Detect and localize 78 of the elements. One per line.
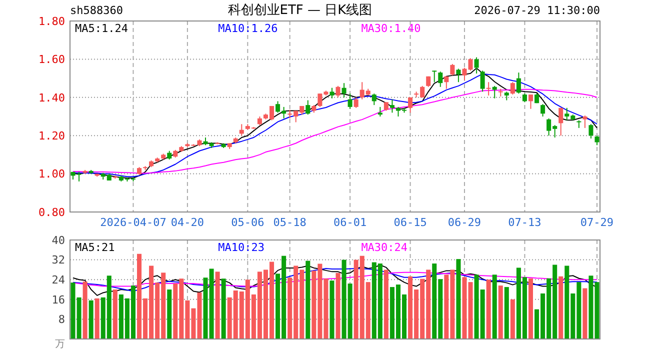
- y-tick-label: 1.20: [38, 129, 65, 142]
- bar: [112, 290, 118, 339]
- text: MA5:1.24: [75, 22, 128, 35]
- candlestick: [444, 76, 449, 90]
- candlestick: [516, 72, 521, 94]
- y-tick-label: 0.80: [38, 206, 65, 219]
- candlestick: [372, 93, 376, 106]
- bar: [88, 300, 94, 339]
- y-tick-label: 32: [52, 254, 65, 267]
- bar: [330, 280, 334, 339]
- x-tick-label: 06-29: [448, 216, 482, 229]
- x-tick-label: 2026-04-07: [100, 216, 166, 229]
- y-axis-title: 万: [55, 339, 65, 350]
- bar: [486, 280, 491, 339]
- candlestick: [306, 100, 310, 116]
- candlestick: [354, 96, 358, 108]
- x-tick-label: 07-13: [508, 216, 542, 229]
- candlestick: [492, 85, 497, 99]
- x-tick-label: 06-01: [333, 216, 367, 229]
- candlestick: [528, 94, 533, 110]
- bar: [336, 272, 340, 339]
- x-tick-label: 06-15: [394, 216, 427, 229]
- candlestick: [558, 107, 564, 136]
- y-tick-label: 1.40: [38, 91, 65, 104]
- candlestick: [432, 70, 437, 83]
- y-tick-label: 40: [52, 234, 65, 247]
- bar: [456, 259, 461, 339]
- candlestick: [348, 93, 352, 110]
- candlestick: [408, 96, 413, 114]
- text: MA10:1.26: [218, 22, 278, 35]
- x-tick-label: 04-20: [170, 216, 204, 229]
- text: 2026-07-29 11:30:00: [474, 4, 600, 17]
- bar: [167, 290, 172, 339]
- chart-subtitle: sh588360: [70, 4, 123, 17]
- y-tick-label: 24: [52, 273, 66, 286]
- candlestick: [594, 135, 600, 146]
- bar: [504, 287, 509, 339]
- candlestick: [450, 63, 455, 76]
- text: MA30:1.40: [361, 22, 421, 35]
- bar: [582, 288, 588, 339]
- series-label: MA30:24: [361, 241, 408, 254]
- candlestick: [378, 106, 382, 117]
- bar: [215, 272, 220, 339]
- text: MA10:23: [218, 241, 264, 254]
- y-tick-label: 8: [58, 313, 65, 326]
- x-tick-label: 05-18: [273, 216, 306, 229]
- bar: [510, 299, 515, 339]
- candlestick: [438, 71, 443, 88]
- y-tick-label: 1.80: [38, 14, 65, 28]
- candlestick: [486, 82, 491, 96]
- x-tick-label: 05-06: [231, 216, 264, 229]
- chart-title: 科创创业ETF — 日K线图: [228, 3, 372, 18]
- candlestick: [336, 85, 340, 98]
- candlestick: [582, 115, 588, 128]
- candlestick: [456, 68, 461, 83]
- candlestick: [390, 98, 394, 114]
- candlestick: [588, 124, 594, 139]
- candlestick: [474, 56, 479, 74]
- candlestick: [239, 124, 244, 136]
- text: MA5:21: [75, 241, 115, 254]
- bar: [306, 260, 310, 339]
- bar: [492, 274, 497, 339]
- candlestick: [540, 104, 546, 117]
- y-tick-label: 1.60: [38, 53, 65, 66]
- bar: [528, 278, 533, 339]
- bar: [82, 282, 88, 339]
- x-tick-label: 07-29: [580, 216, 614, 229]
- bar: [384, 270, 388, 339]
- bar: [498, 286, 503, 339]
- bar: [558, 276, 564, 339]
- y-tick-label: 16: [52, 293, 65, 306]
- bar: [94, 298, 100, 339]
- candlestick: [330, 87, 334, 99]
- bar: [221, 278, 226, 339]
- candlestick: [480, 70, 485, 92]
- candlestick: [342, 82, 346, 98]
- candlestick: [510, 82, 515, 96]
- y-tick-label: 1.00: [38, 168, 65, 181]
